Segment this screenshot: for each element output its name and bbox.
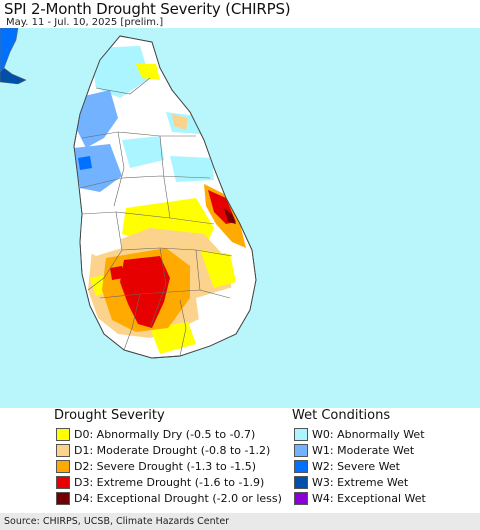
source-footer: Source: CHIRPS, UCSB, Climate Hazards Ce… bbox=[0, 513, 480, 530]
wet-area-w0-central-north bbox=[122, 136, 164, 168]
legend-item-w4: W4: Exceptional Wet bbox=[294, 491, 426, 506]
legend-label-d4: D4: Exceptional Drought (-2.0 or less) bbox=[74, 492, 282, 505]
wet-area-w1-northwest bbox=[76, 90, 118, 148]
legend-item-w0: W0: Abnormally Wet bbox=[294, 427, 425, 442]
legend-label-d2: D2: Severe Drought (-1.3 to -1.5) bbox=[74, 460, 257, 473]
drought-map bbox=[0, 28, 480, 408]
legend-label-d3: D3: Extreme Drought (-1.6 to -1.9) bbox=[74, 476, 265, 489]
swatch-w0 bbox=[294, 428, 308, 441]
wet-area-w2-west bbox=[78, 156, 92, 170]
map-subtitle: May. 11 - Jul. 10, 2025 [prelim.] bbox=[6, 17, 164, 28]
legend-item-d2: D2: Severe Drought (-1.3 to -1.5) bbox=[56, 459, 256, 474]
map-title: SPI 2-Month Drought Severity (CHIRPS) bbox=[4, 0, 291, 18]
legend-label-w1: W1: Moderate Wet bbox=[312, 444, 415, 457]
legend-item-d0: D0: Abnormally Dry (-0.5 to -0.7) bbox=[56, 427, 255, 442]
legend-item-d3: D3: Extreme Drought (-1.6 to -1.9) bbox=[56, 475, 264, 490]
wet-area-w0-north bbox=[90, 46, 150, 98]
legend-item-w2: W2: Severe Wet bbox=[294, 459, 400, 474]
wet-area-w0-east bbox=[170, 156, 214, 182]
dry-area-d0-east bbox=[200, 250, 236, 288]
sri-lanka-outline bbox=[73, 35, 257, 359]
swatch-d0 bbox=[56, 428, 70, 441]
swatch-d2 bbox=[56, 460, 70, 473]
dry-area-d1-northeast bbox=[172, 114, 188, 130]
drought-legend-title: Drought Severity bbox=[54, 408, 165, 423]
swatch-w3 bbox=[294, 476, 308, 489]
normal-area-west bbox=[80, 214, 122, 256]
dry-area-d0-north bbox=[136, 64, 160, 80]
map-canvas bbox=[0, 28, 257, 359]
swatch-d4 bbox=[56, 492, 70, 505]
dry-area-d4-east-coast bbox=[224, 208, 236, 224]
dry-area-d0-south bbox=[150, 322, 196, 354]
legend-label-w0: W0: Abnormally Wet bbox=[312, 428, 425, 441]
legend-label-w4: W4: Exceptional Wet bbox=[312, 492, 426, 505]
legend-label-d1: D1: Moderate Drought (-0.8 to -1.2) bbox=[74, 444, 271, 457]
swatch-w2 bbox=[294, 460, 308, 473]
legend-label-w2: W2: Severe Wet bbox=[312, 460, 400, 473]
district-borders bbox=[79, 77, 233, 357]
wet-area-w1-west bbox=[74, 144, 122, 192]
legend-label-d0: D0: Abnormally Dry (-0.5 to -0.7) bbox=[74, 428, 256, 441]
legend-item-w1: W1: Moderate Wet bbox=[294, 443, 414, 458]
swatch-w4 bbox=[294, 492, 308, 505]
swatch-d1 bbox=[56, 444, 70, 457]
legend-item-d4: D4: Exceptional Drought (-2.0 or less) bbox=[56, 491, 282, 506]
normal-area-southeast bbox=[196, 286, 248, 334]
wet-legend-title: Wet Conditions bbox=[292, 408, 391, 423]
legend-item-d1: D1: Moderate Drought (-0.8 to -1.2) bbox=[56, 443, 270, 458]
legend-item-w3: W3: Extreme Wet bbox=[294, 475, 408, 490]
dry-area-d3-core bbox=[120, 256, 170, 328]
swatch-w1 bbox=[294, 444, 308, 457]
india-landmass bbox=[0, 28, 19, 73]
swatch-d3 bbox=[56, 476, 70, 489]
india-landmass-west bbox=[0, 67, 27, 85]
dry-area-d3-patch bbox=[110, 266, 124, 280]
legend-label-w3: W3: Extreme Wet bbox=[312, 476, 409, 489]
